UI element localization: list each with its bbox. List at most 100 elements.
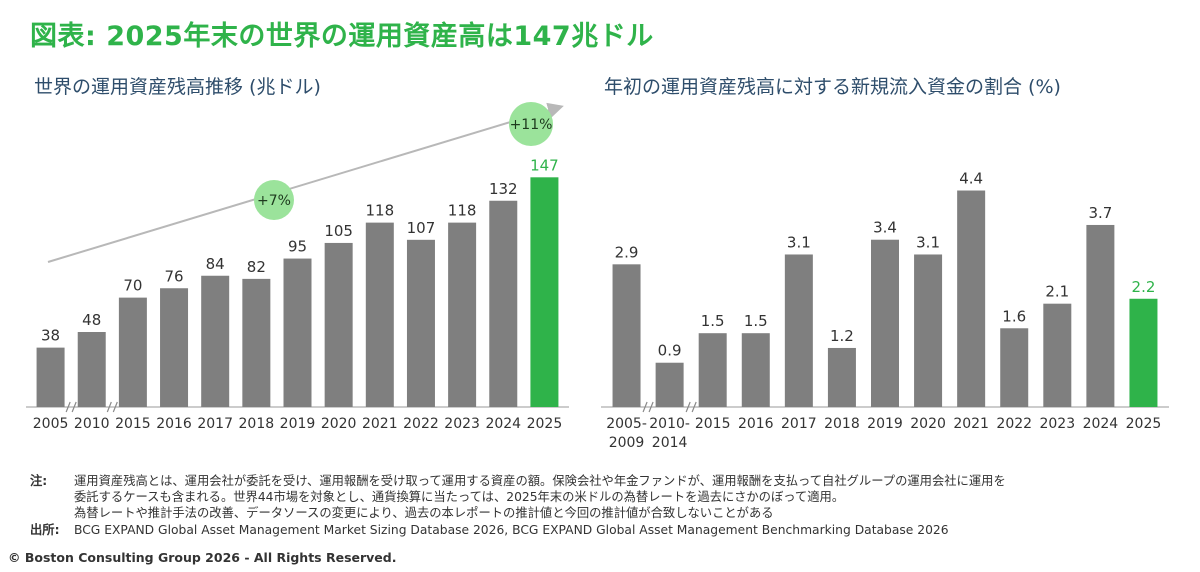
data-label-2016: 76 (164, 267, 183, 285)
data-label-2017: 3.1 (787, 233, 811, 251)
copyright: © Boston Consulting Group 2026 - All Rig… (8, 550, 397, 565)
bar-2010-2014 (655, 362, 684, 407)
axis-break-mark (685, 401, 691, 413)
bar-2017 (201, 275, 230, 407)
bar-2005-2009 (612, 264, 641, 407)
x-tick-label-2024: 2024 (485, 416, 521, 432)
data-label-2019: 95 (288, 238, 307, 256)
note-line-2: 委託するケースも含まれる。世界44市場を対象とし、通貨換算に当たっては、2025… (74, 490, 845, 505)
x-tick-label-2016: 2016 (738, 416, 774, 432)
bar-2005 (36, 347, 65, 407)
data-label-2023: 118 (448, 202, 477, 220)
data-label-2020: 105 (324, 222, 353, 240)
data-label-2015: 70 (123, 277, 142, 295)
x-tick-label-2010: 2010 (74, 416, 110, 432)
data-label-2024: 132 (489, 180, 518, 198)
bar-2019 (283, 258, 312, 407)
bar-2020 (324, 242, 353, 407)
x-tick-label-2021: 2021 (362, 416, 398, 432)
x-tick-label-2018: 2018 (239, 416, 275, 432)
data-label-2022: 107 (407, 219, 436, 237)
data-label-2015: 1.5 (701, 312, 725, 330)
bar-2010 (77, 332, 106, 407)
x-tick-label-2016: 2016 (156, 416, 192, 432)
data-label-2022: 1.6 (1002, 307, 1026, 325)
bar-2023 (1043, 303, 1072, 407)
x-tick-label-2025: 2025 (1126, 416, 1162, 432)
data-label-2020: 3.1 (916, 233, 940, 251)
bar-2022 (406, 239, 435, 407)
axis-break-mark (112, 401, 118, 413)
x-tick-label-2005-2009-line2: 2009 (609, 435, 645, 451)
x-tick-label-2005: 2005 (33, 416, 69, 432)
bar-2015 (698, 333, 727, 407)
data-label-2025: 147 (530, 156, 559, 174)
net-flow-bar-chart: 2.9 2005- 2009 0.9 2010- 2014 1.5 2015 1.5 2016 3.… (601, 170, 1169, 451)
x-tick-label-2017: 2017 (197, 416, 233, 432)
data-label-2023: 2.1 (1045, 283, 1069, 301)
bar-2018 (827, 347, 856, 407)
x-tick-label-2022: 2022 (996, 416, 1032, 432)
growth-badge-11-text: +11% (510, 117, 553, 133)
data-label-2018: 1.2 (830, 327, 854, 345)
left-chart-title: 世界の運用資産残高推移 (兆ドル) (34, 76, 321, 98)
data-label-2016: 1.5 (744, 312, 768, 330)
x-tick-label-2024: 2024 (1083, 416, 1119, 432)
note-label: 注: (30, 474, 48, 488)
footnotes: 注: 運用資産残高とは、運用会社が委託を受け、運用報酬を受け取って運用する資産の… (30, 473, 1180, 538)
note-section: 注: 運用資産残高とは、運用会社が委託を受け、運用報酬を受け取って運用する資産の… (30, 473, 1180, 522)
x-tick-label-2021: 2021 (953, 416, 989, 432)
axis-break-mark (648, 401, 654, 413)
cagr-badge-7-text: +7% (257, 193, 291, 209)
bar-2023 (448, 222, 477, 407)
data-label-2021: 4.4 (959, 170, 983, 188)
data-label-2025: 2.2 (1132, 278, 1156, 296)
note-line-1: 運用資産残高とは、運用会社が委託を受け、運用報酬を受け取って運用する資産の額。保… (74, 474, 1006, 488)
axis-break-mark (642, 401, 648, 413)
bar-2017 (784, 254, 813, 407)
x-tick-label-2019: 2019 (280, 416, 316, 432)
data-label-2005-2009: 2.9 (615, 243, 639, 261)
x-tick-label-2010-2014: 2010- (649, 416, 690, 432)
axis-break-mark (65, 401, 71, 413)
bar-2016 (741, 333, 770, 407)
note-body: 運用資産残高とは、運用会社が委託を受け、運用報酬を受け取って運用する資産の額。保… (74, 473, 1180, 522)
bar-2025 (530, 177, 559, 407)
bar-2015 (118, 297, 147, 407)
bar-2018 (242, 278, 271, 407)
source-section: 出所: BCG EXPAND Global Asset Management M… (30, 522, 1180, 538)
bar-2020 (914, 254, 943, 407)
x-tick-label-2018: 2018 (824, 416, 860, 432)
axis-break-mark (106, 401, 112, 413)
x-tick-label-2017: 2017 (781, 416, 817, 432)
x-tick-label-2025: 2025 (527, 416, 563, 432)
data-label-2010-2014: 0.9 (658, 342, 682, 360)
bar-2025 (1129, 298, 1158, 407)
data-label-2018: 82 (247, 258, 266, 276)
x-tick-label-2015: 2015 (695, 416, 731, 432)
data-label-2010: 48 (82, 311, 101, 329)
x-tick-label-2020: 2020 (321, 416, 357, 432)
bar-2016 (160, 288, 189, 407)
data-label-2005: 38 (41, 327, 60, 345)
x-tick-label-2023: 2023 (444, 416, 480, 432)
cagr-badge-7-circle (254, 180, 294, 220)
growth-badge-11-circle (509, 102, 553, 146)
bar-2019 (871, 239, 899, 407)
axis-break-mark (691, 401, 697, 413)
bar-2024 (1086, 224, 1115, 407)
source-label: 出所: (30, 522, 60, 537)
page-title: 図表: 2025年末の世界の運用資産高は147兆ドル (30, 21, 654, 52)
bar-2021 (365, 222, 394, 407)
axis-break-mark (71, 401, 77, 413)
data-label-2019: 3.4 (873, 219, 897, 237)
x-tick-label-2020: 2020 (910, 416, 946, 432)
source-text: BCG EXPAND Global Asset Management Marke… (74, 522, 949, 537)
x-tick-label-2019: 2019 (867, 416, 903, 432)
bar-2022 (1000, 328, 1029, 407)
bar-2021 (957, 190, 986, 407)
x-tick-label-2005-2009: 2005- (606, 416, 647, 432)
x-tick-label-2015: 2015 (115, 416, 151, 432)
right-chart-title: 年初の運用資産残高に対する新規流入資金の割合 (%) (604, 76, 1061, 98)
x-tick-label-2010-2014-line2: 2014 (652, 435, 688, 451)
